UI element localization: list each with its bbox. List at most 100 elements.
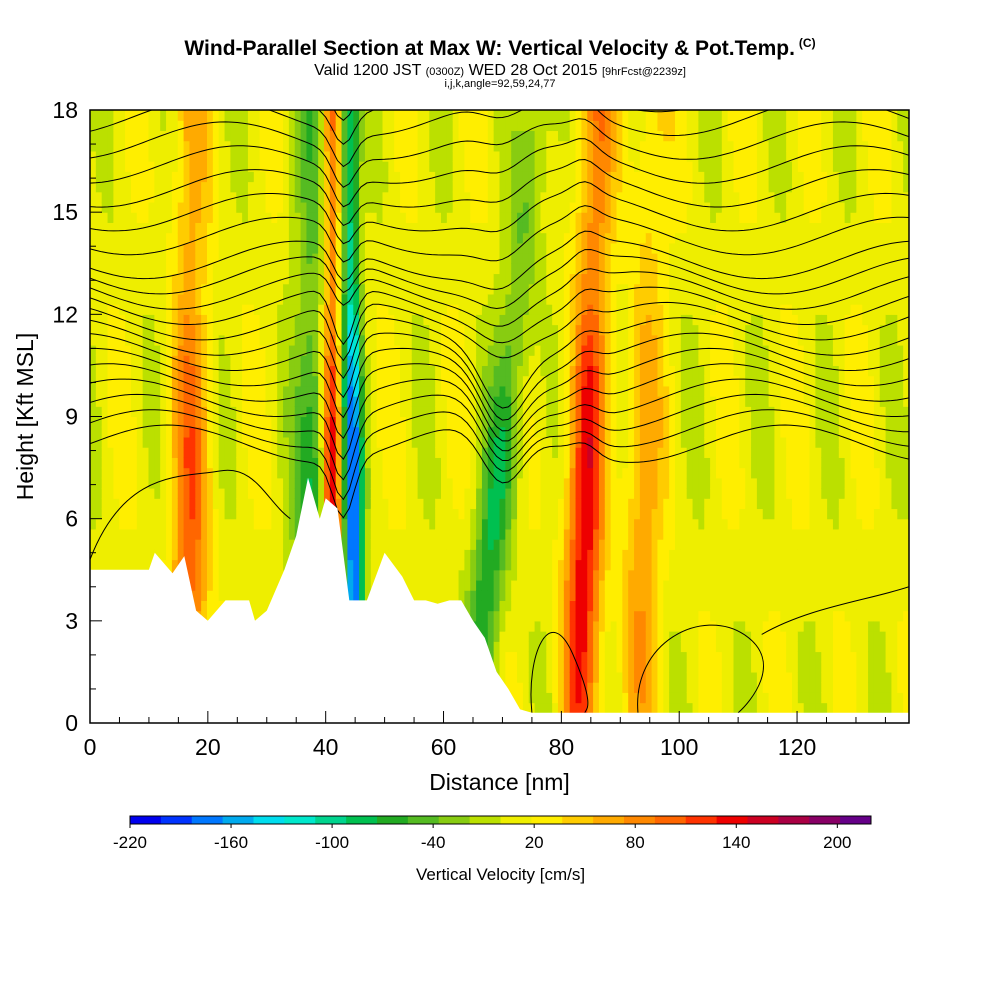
velocity-cell [446,263,454,275]
velocity-cell [505,283,512,295]
velocity-cell [201,569,208,581]
velocity-cell [376,232,384,244]
velocity-cell [247,212,255,223]
velocity-cell [546,569,553,581]
velocity-cell [171,150,179,162]
velocity-cell [411,120,419,132]
velocity-cell [417,212,425,223]
velocity-cell [487,191,495,203]
velocity-cell [417,150,425,162]
velocity-cell [569,355,577,367]
velocity-cell [259,222,267,234]
velocity-cell [242,549,249,561]
velocity-cell [294,375,302,387]
velocity-cell [458,293,465,305]
velocity-cell [171,416,179,428]
velocity-cell [166,253,173,264]
velocity-cell [359,396,366,407]
velocity-cell [195,396,202,407]
velocity-cell [341,559,348,571]
velocity-cell [452,488,460,499]
velocity-cell [113,488,120,499]
velocity-cell [370,283,378,295]
velocity-cell [277,426,284,438]
velocity-cell [341,334,348,346]
velocity-cell [511,539,518,550]
velocity-cell [487,273,495,285]
velocity-cell [201,161,208,172]
velocity-cell [95,191,103,203]
velocity-cell [166,549,173,561]
velocity-cell [189,365,196,377]
velocity-cell [160,457,167,469]
velocity-cell [230,232,237,244]
velocity-cell [370,161,378,172]
velocity-cell [95,110,103,121]
velocity-cell [458,263,465,275]
velocity-cell [411,304,419,315]
velocity-cell [318,212,325,223]
velocity-cell [540,702,547,714]
velocity-cell [183,283,191,295]
velocity-cell [522,682,530,693]
velocity-cell [435,426,442,438]
velocity-cell [464,334,471,346]
velocity-cell [288,518,296,530]
velocity-cell [382,263,389,275]
velocity-cell [446,447,454,458]
velocity-cell [201,293,208,305]
velocity-cell [400,426,407,438]
velocity-cell [148,232,155,244]
velocity-cell [242,569,249,581]
velocity-cell [417,477,425,489]
velocity-cell [335,436,343,448]
velocity-cell [522,130,530,142]
velocity-cell [569,508,577,520]
velocity-cell [101,539,109,550]
velocity-cell [441,447,448,458]
velocity-cell [552,477,559,489]
velocity-cell [171,344,179,356]
velocity-cell [376,355,384,367]
velocity-cell [335,344,343,356]
velocity-cell [470,436,477,448]
velocity-cell [481,579,489,591]
velocity-cell [493,304,501,315]
velocity-cell [540,661,547,673]
velocity-cell [359,539,366,550]
velocity-cell [236,355,243,367]
velocity-cell [569,263,577,275]
velocity-cell [207,508,214,520]
velocity-cell [517,682,524,693]
velocity-cell [522,201,530,213]
velocity-cell [558,130,565,142]
velocity-cell [95,222,103,234]
velocity-cell [154,191,161,203]
velocity-cell [359,457,366,469]
velocity-cell [405,181,413,193]
velocity-cell [130,130,138,142]
velocity-cell [212,242,220,254]
velocity-cell [224,242,231,254]
velocity-cell [201,150,208,162]
velocity-cell [470,191,477,203]
velocity-cell [224,304,231,315]
velocity-cell [370,467,378,479]
velocity-cell [429,467,436,479]
velocity-cell [458,355,465,367]
velocity-cell [119,477,126,489]
velocity-cell [142,539,150,550]
velocity-cell [183,150,191,162]
velocity-cell [435,375,442,387]
velocity-cell [540,590,547,601]
velocity-cell [119,416,126,428]
velocity-cell [277,447,284,458]
velocity-cell [160,498,167,510]
velocity-cell [481,498,489,510]
velocity-cell [493,528,501,540]
velocity-cell [207,549,214,561]
velocity-cell [136,508,144,520]
velocity-cell [253,569,261,581]
velocity-cell [189,385,196,397]
velocity-cell [470,273,477,285]
